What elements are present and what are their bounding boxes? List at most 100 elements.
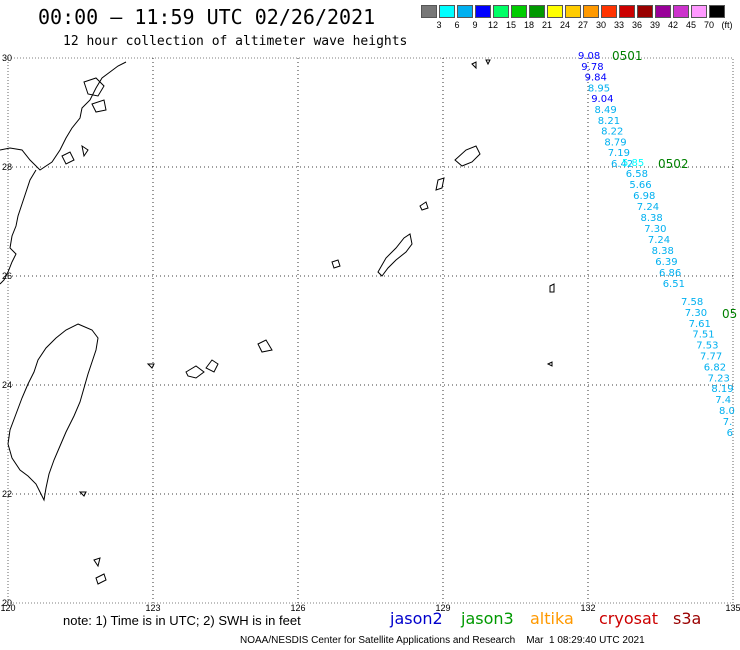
wave-height-value: 8.38 (641, 213, 663, 224)
wave-height-value: 9.08 (578, 51, 600, 62)
scale-label: 12 (487, 20, 498, 30)
map-frame (7, 57, 734, 604)
wave-height-color-scale: 3 6 9 12 15 18 21 24 27 30 33 36 39 42 45 70 (ft) (421, 5, 733, 30)
lon-tick-label: 135 (725, 603, 740, 613)
wave-height-value: 6.82 (704, 362, 726, 373)
wave-height-value: 8.19 (711, 384, 733, 395)
scale-box (673, 5, 689, 18)
southern-islet-2 (95, 573, 107, 585)
yakushima-island (454, 145, 481, 167)
scale-box (439, 5, 455, 18)
scale-color-boxes (421, 5, 727, 18)
wave-height-value: 7.19 (608, 148, 630, 159)
wave-height-value: 7.77 (700, 352, 722, 363)
wave-height-value: 7.53 (696, 341, 718, 352)
scale-label: 24 (559, 20, 570, 30)
pass-time-label: 0501 (612, 49, 643, 63)
scale-label: 39 (649, 20, 660, 30)
tokunoshima-island (419, 201, 429, 211)
satellite-legend-item: jason2 (390, 609, 443, 628)
amami-island (435, 177, 445, 191)
wave-height-value: 6.98 (633, 191, 655, 202)
iriomote-island (185, 365, 205, 379)
pass-time-label: 05 (722, 307, 737, 321)
southern-islet-1 (93, 557, 101, 568)
scale-box (457, 5, 473, 18)
wave-height-value: 7.51 (692, 330, 714, 341)
scale-box (619, 5, 635, 18)
wave-height-value: 8.22 (601, 127, 623, 138)
kume-island (331, 259, 341, 269)
wave-height-value: 7.58 (681, 297, 703, 308)
lat-tick-label: 26 (2, 271, 12, 281)
lat-tick-label: 30 (2, 53, 12, 63)
wave-observations: 9.089.789.848.959.048.498.218.228.797.19… (578, 51, 735, 439)
wave-height-value: 7.30 (685, 308, 707, 319)
scale-label: 45 (685, 20, 696, 30)
lon-tick-label: 120 (0, 603, 15, 613)
lat-tick-label: 24 (2, 380, 12, 390)
scale-box (691, 5, 707, 18)
scale-box (565, 5, 581, 18)
wave-height-value: 6 (727, 428, 733, 439)
footnote: note: 1) Time is in UTC; 2) SWH is in fe… (63, 613, 301, 628)
miyako-island (257, 339, 273, 353)
wave-height-value: 6.58 (626, 169, 648, 180)
scale-label: 70 (703, 20, 714, 30)
map-grid (7, 57, 734, 604)
scale-box (493, 5, 509, 18)
wave-height-value: 8.79 (604, 137, 626, 148)
daito-island (546, 361, 553, 367)
lon-tick-label: 123 (145, 603, 160, 613)
wave-height-value: 7. (723, 417, 733, 428)
pass-time-label: 0502 (658, 157, 689, 171)
pass-labels: 0501 0502 05 (612, 49, 737, 321)
scale-label: 21 (541, 20, 552, 30)
scale-label: 30 (595, 20, 606, 30)
satellite-legend-item: cryosat (599, 609, 659, 628)
wave-height-value: 6.51 (663, 279, 685, 290)
lat-tick-label: 28 (2, 162, 12, 172)
wave-height-value: 5.85 (622, 158, 644, 169)
wave-height-value: 5.66 (629, 180, 651, 191)
wave-height-value: 8.95 (588, 83, 610, 94)
scale-label: 27 (577, 20, 588, 30)
scale-box (655, 5, 671, 18)
scale-box (529, 5, 545, 18)
islet-east (549, 283, 555, 293)
wave-height-value: 6.39 (655, 257, 677, 268)
scale-box (601, 5, 617, 18)
wave-height-value: 8.0 (719, 406, 735, 417)
scale-label: 3 (436, 20, 442, 30)
scale-label: 42 (667, 20, 678, 30)
china-coastline (0, 61, 127, 285)
lat-tick-label: 22 (2, 489, 12, 499)
wave-height-value: 7.23 (708, 373, 730, 384)
satellite-legend-item: s3a (673, 609, 702, 628)
wave-height-value: 7.4 (715, 395, 731, 406)
wave-height-value: 8.38 (652, 246, 674, 257)
scale-label: 33 (613, 20, 624, 30)
pratas-islet (78, 491, 87, 497)
wave-height-value: 9.04 (591, 94, 613, 105)
north-islet-2 (485, 59, 491, 66)
lon-tick-label: 132 (580, 603, 595, 613)
coastlines (0, 59, 555, 585)
ishigaki-island (205, 359, 219, 373)
okinawa-island (377, 233, 413, 277)
scale-box (709, 5, 725, 18)
taiwan-coastline (7, 323, 99, 502)
scale-box (475, 5, 491, 18)
scale-box (547, 5, 563, 18)
scale-unit-label: (ft) (721, 20, 733, 30)
lon-tick-label: 129 (435, 603, 450, 613)
map-subtitle: 12 hour collection of altimeter wave hei… (63, 34, 408, 49)
wave-height-value: 7.24 (637, 202, 659, 213)
wave-height-value: 7.30 (644, 224, 666, 235)
scale-label: 6 (454, 20, 460, 30)
wave-height-value: 7.24 (648, 235, 670, 246)
scale-box (421, 5, 437, 18)
wave-height-value: 8.21 (598, 116, 620, 127)
north-islet-1 (471, 61, 477, 70)
